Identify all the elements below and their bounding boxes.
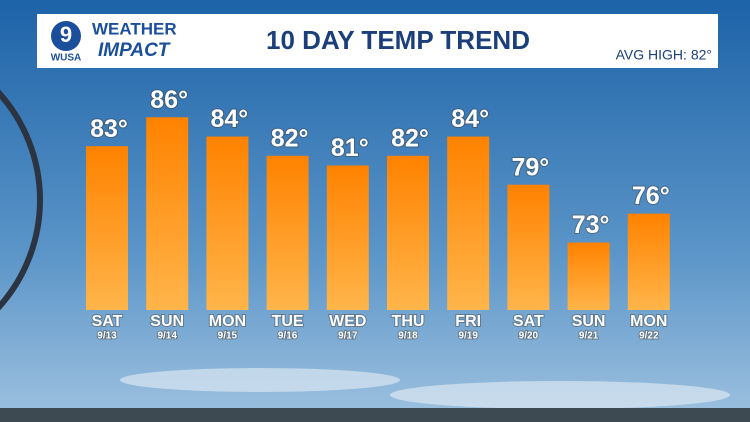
day-label: MON [209,313,246,330]
value-label: 84° [210,105,248,133]
logo-number: 9 [60,22,72,47]
date-label: 9/17 [338,331,358,342]
day-label: SAT [513,313,544,330]
value-label: 81° [331,134,369,162]
bar [567,242,610,310]
date-label: 9/15 [218,331,238,342]
skyline [0,408,750,422]
ferris-wheel [0,89,43,311]
bar [206,136,249,310]
bar [507,184,550,310]
bar [326,165,369,310]
date-label: 9/16 [278,331,298,342]
bar [146,117,189,310]
bar [387,155,429,310]
date-label: 9/13 [97,331,117,342]
logo-station: WUSA [51,53,82,64]
logo-line2: IMPACT [98,40,171,61]
day-label: TUE [272,313,304,330]
bar [627,213,670,310]
date-label: 9/22 [639,331,659,342]
annotation: AVG HIGH: 82° [616,47,712,63]
value-label: 76° [632,182,670,210]
value-label: 79° [511,153,549,181]
logo-badge [51,21,81,51]
cloud [120,368,400,392]
value-label: 84° [451,105,489,133]
day-label: FRI [455,313,481,330]
bar [86,146,128,310]
bar [447,136,490,310]
date-label: 9/14 [157,331,177,342]
day-label: MON [630,313,667,330]
value-label: 83° [90,115,128,143]
date-label: 9/21 [579,331,599,342]
day-label: SUN [572,313,606,330]
chart-title: 10 DAY TEMP TREND [266,25,530,55]
banner [37,14,718,68]
date-label: 9/20 [519,331,539,342]
cloud [390,381,730,409]
date-label: 9/18 [398,331,418,342]
day-label: SUN [150,313,184,330]
day-label: THU [392,313,425,330]
date-label: 9/19 [458,331,478,342]
logo-line1: WEATHER [92,19,177,38]
value-label: 73° [572,211,610,239]
bar [266,155,309,310]
value-label: 86° [150,86,188,114]
value-label: 82° [391,124,429,152]
value-label: 82° [271,124,309,152]
day-label: SAT [92,313,123,330]
day-label: WED [329,313,366,330]
